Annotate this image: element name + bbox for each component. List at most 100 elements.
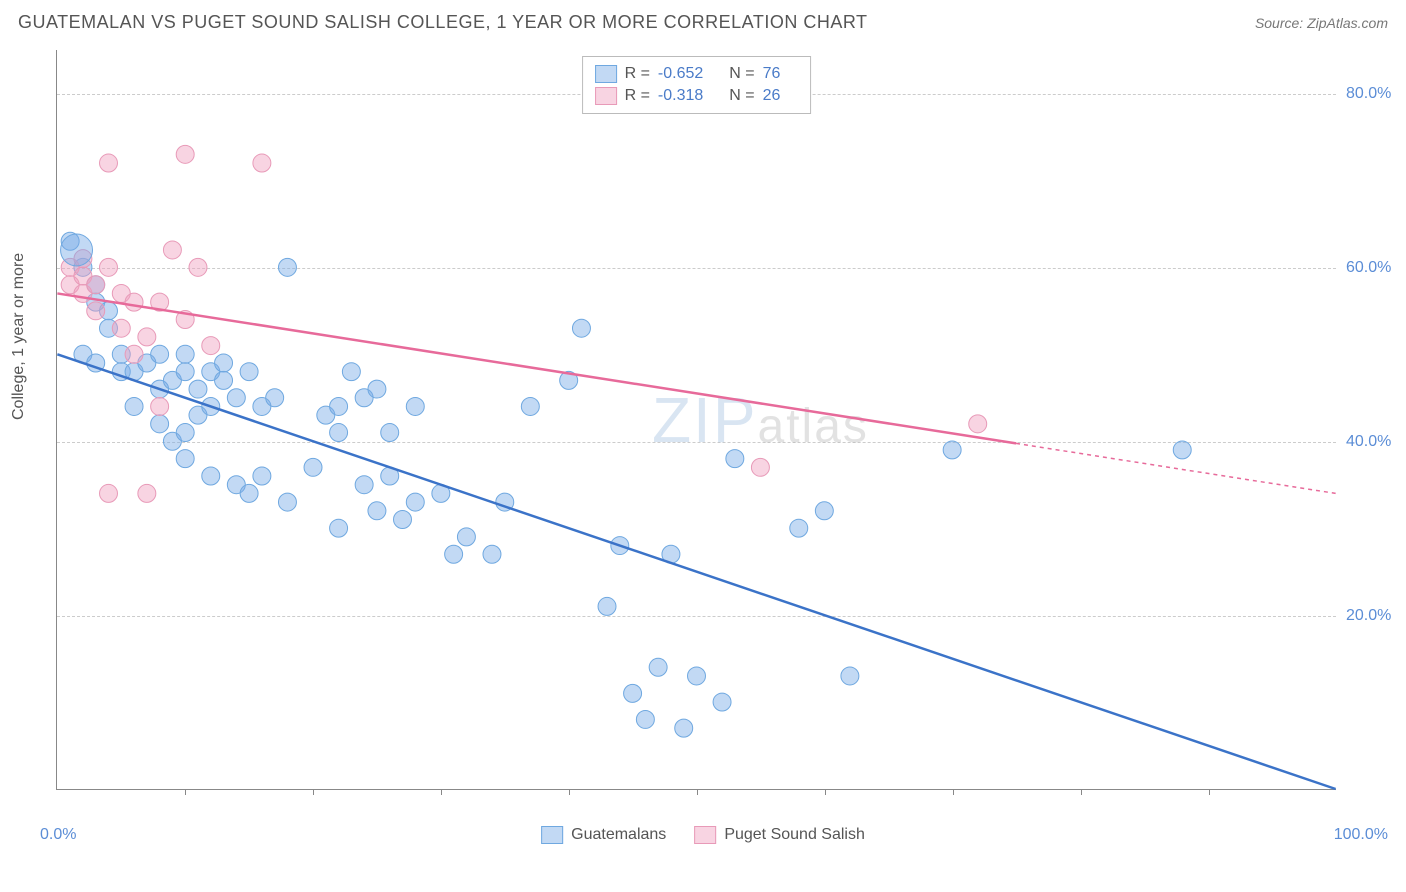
stats-row-2: R = -0.318 N = 26 <box>595 85 799 107</box>
data-point <box>266 389 284 407</box>
data-point <box>572 319 590 337</box>
data-point <box>202 337 220 355</box>
data-point <box>151 345 169 363</box>
data-point <box>100 484 118 502</box>
data-point <box>841 667 859 685</box>
stats-row-1: R = -0.652 N = 76 <box>595 63 799 85</box>
legend-item-salish: Puget Sound Salish <box>694 826 865 844</box>
data-point <box>189 258 207 276</box>
data-point <box>368 380 386 398</box>
data-point <box>215 371 233 389</box>
plot-area: 20.0%40.0%60.0%80.0% ZIPatlas R = -0.652… <box>56 50 1336 790</box>
data-point <box>649 658 667 676</box>
data-point <box>304 458 322 476</box>
data-point <box>151 397 169 415</box>
data-point <box>406 397 424 415</box>
y-tick-label: 20.0% <box>1346 607 1406 625</box>
data-point <box>215 354 233 372</box>
data-point <box>151 415 169 433</box>
swatch-salish <box>595 87 617 105</box>
data-point-large <box>61 234 93 266</box>
data-point <box>240 363 258 381</box>
data-point <box>202 467 220 485</box>
x-tick-mark <box>313 789 314 795</box>
data-point <box>125 397 143 415</box>
data-point <box>278 493 296 511</box>
data-point <box>176 145 194 163</box>
y-tick-label: 40.0% <box>1346 433 1406 451</box>
data-point <box>125 293 143 311</box>
data-point <box>406 493 424 511</box>
data-point <box>368 502 386 520</box>
swatch-guatemalans-bottom <box>541 826 563 844</box>
data-point <box>342 363 360 381</box>
source-attribution: Source: ZipAtlas.com <box>1255 15 1388 31</box>
data-point <box>138 484 156 502</box>
data-point <box>751 458 769 476</box>
data-point <box>636 710 654 728</box>
x-tick-mark <box>1209 789 1210 795</box>
data-point <box>330 424 348 442</box>
swatch-guatemalans <box>595 65 617 83</box>
swatch-salish-bottom <box>694 826 716 844</box>
data-point <box>675 719 693 737</box>
y-tick-label: 80.0% <box>1346 85 1406 103</box>
data-point <box>253 154 271 172</box>
n-value-2: 26 <box>763 87 781 105</box>
data-point <box>457 528 475 546</box>
legend-label-salish: Puget Sound Salish <box>724 826 865 844</box>
x-tick-mark <box>185 789 186 795</box>
x-tick-mark <box>953 789 954 795</box>
n-label: N = <box>729 87 754 105</box>
data-point <box>112 319 130 337</box>
data-point <box>815 502 833 520</box>
series-legend: Guatemalans Puget Sound Salish <box>541 826 865 844</box>
data-point <box>713 693 731 711</box>
data-point <box>189 380 207 398</box>
data-point <box>240 484 258 502</box>
x-axis-min: 0.0% <box>40 826 76 844</box>
data-point <box>943 441 961 459</box>
y-tick-label: 60.0% <box>1346 259 1406 277</box>
data-point <box>125 345 143 363</box>
data-point <box>87 276 105 294</box>
data-point <box>445 545 463 563</box>
n-label: N = <box>729 65 754 83</box>
data-point <box>176 424 194 442</box>
data-point <box>790 519 808 537</box>
x-tick-mark <box>441 789 442 795</box>
data-point <box>483 545 501 563</box>
data-point <box>598 597 616 615</box>
chart-header: GUATEMALAN VS PUGET SOUND SALISH COLLEGE… <box>0 0 1406 41</box>
data-point <box>330 519 348 537</box>
data-point <box>138 328 156 346</box>
data-point <box>176 363 194 381</box>
data-point <box>163 241 181 259</box>
regression-line <box>57 354 1335 789</box>
x-tick-mark <box>825 789 826 795</box>
data-point <box>1173 441 1191 459</box>
data-point <box>355 476 373 494</box>
y-axis-label: College, 1 year or more <box>10 253 28 420</box>
data-point <box>688 667 706 685</box>
data-point <box>969 415 987 433</box>
data-point <box>330 397 348 415</box>
data-point <box>624 684 642 702</box>
data-point <box>726 450 744 468</box>
data-point <box>227 389 245 407</box>
legend-item-guatemalans: Guatemalans <box>541 826 666 844</box>
data-point <box>521 397 539 415</box>
x-tick-mark <box>697 789 698 795</box>
data-point <box>100 258 118 276</box>
data-point <box>278 258 296 276</box>
n-value-1: 76 <box>763 65 781 83</box>
x-tick-mark <box>1081 789 1082 795</box>
r-label: R = <box>625 87 650 105</box>
data-point <box>381 424 399 442</box>
r-value-2: -0.318 <box>658 87 703 105</box>
data-point <box>176 345 194 363</box>
data-point <box>176 450 194 468</box>
data-point <box>253 467 271 485</box>
legend-label-guatemalans: Guatemalans <box>571 826 666 844</box>
data-point <box>394 510 412 528</box>
